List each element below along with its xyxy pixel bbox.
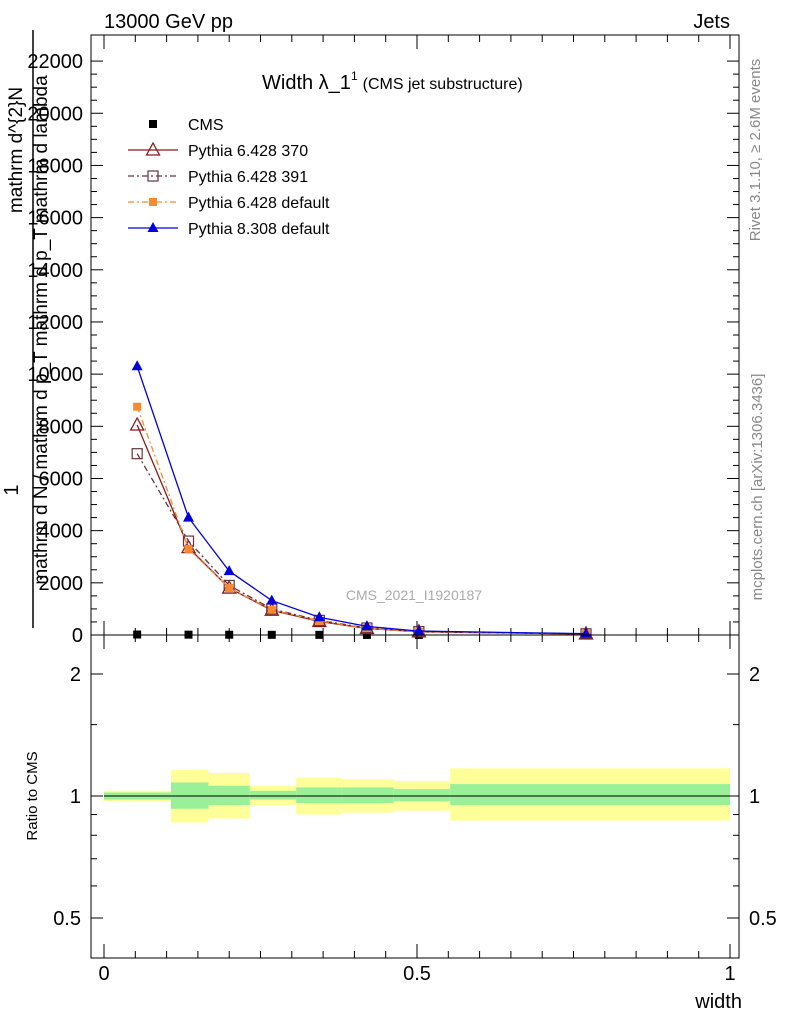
legend-item-p370: Pythia 6.428 370 — [128, 141, 308, 160]
ratio-band-stat — [341, 787, 394, 804]
legend-item-cms: CMS — [149, 117, 224, 134]
ratio-band-stat — [249, 790, 297, 800]
main-y-tick-label: 8000 — [39, 416, 84, 438]
main-panel: 0 2000 4000 6000 8000 10000 12000 14000 16000 180… — [27, 34, 740, 647]
y-axis-label: 1 mathrm d^{2}N mathrm d N / mathrm d p_… — [1, 30, 52, 628]
header-right: Jets — [693, 11, 730, 33]
ratio-band-stat — [208, 785, 250, 806]
series-line — [136, 453, 587, 635]
legend-label: Pythia 6.428 370 — [188, 143, 308, 160]
main-y-tick-label: 16000 — [27, 208, 83, 230]
legend-marker — [145, 141, 161, 156]
x-tick-label: 1 — [724, 963, 735, 985]
legend-marker — [147, 222, 159, 232]
data-point — [133, 402, 142, 411]
main-y-axis: 0 2000 4000 6000 8000 10000 12000 14000 16000 180… — [27, 51, 739, 647]
plot-title-sup: 1 — [351, 69, 358, 83]
main-y-tick-label: 0 — [72, 625, 83, 647]
mcplots-label: mcplots.cern.ch [arXiv:1306.3436] — [749, 374, 766, 601]
legend-label: CMS — [188, 117, 224, 134]
main-y-tick-label: 2000 — [39, 573, 84, 595]
x-tick-label: 0.5 — [403, 963, 431, 985]
plot-title: Width λ_11 (CMS jet substructure) — [262, 69, 523, 94]
series-p8def — [131, 360, 592, 638]
ratio-y-axis: 0.5 0.5 1 1 2 2 — [53, 664, 777, 930]
legend-label: Pythia 6.428 default — [188, 195, 330, 212]
data-point — [361, 620, 373, 631]
data-point — [131, 360, 143, 371]
legend-marker — [149, 198, 157, 206]
watermark: CMS_2021_I1920187 — [346, 587, 482, 603]
data-point — [183, 511, 195, 522]
y-label-numerator: mathrm d^{2}N — [6, 87, 27, 213]
y-label-denominator: mathrm d N / mathrm d p_T mathrm d p_T m… — [31, 75, 52, 585]
legend-item-p8def: Pythia 8.308 default — [128, 221, 330, 238]
series-line — [136, 366, 587, 635]
ratio-y-tick-label-right: 0.5 — [749, 908, 777, 930]
main-y-tick-label: 14000 — [27, 260, 83, 282]
legend-marker — [149, 120, 157, 128]
ratio-y-tick-label: 0.5 — [53, 908, 81, 930]
ratio-band-stat — [393, 789, 451, 802]
main-y-tick-label: 4000 — [39, 521, 84, 543]
main-y-tick-label: 10000 — [27, 364, 83, 386]
main-y-tick-label: 22000 — [27, 51, 83, 73]
series-p370 — [129, 416, 594, 640]
header-left: 13000 GeV pp — [104, 11, 233, 33]
ratio-y-tick-label: 2 — [70, 664, 81, 686]
series-p391 — [131, 448, 592, 640]
data-point — [266, 594, 278, 605]
plot-title-main: Width λ_1 — [262, 72, 351, 94]
main-y-tick-label: 20000 — [27, 103, 83, 125]
ratio-panel: 0.5 0.51 12 2 0 0.5 1 Ratio to CMS — [24, 634, 777, 985]
series-layer — [129, 360, 594, 640]
legend-marker — [147, 170, 159, 182]
data-point — [267, 605, 276, 614]
legend-label: Pythia 8.308 default — [188, 221, 330, 238]
x-tick-label: 0 — [98, 963, 109, 985]
main-y-tick-label: 12000 — [27, 312, 83, 334]
main-y-tick-label: 18000 — [27, 155, 83, 177]
data-point — [184, 544, 193, 553]
legend-item-p391: Pythia 6.428 391 — [128, 169, 308, 186]
main-x-axis — [103, 35, 731, 635]
legend: CMS Pythia 6.428 370 Pythia 6.428 391 Pythi… — [128, 117, 330, 238]
ratio-y-tick-label-right: 2 — [749, 664, 760, 686]
data-point — [225, 584, 234, 593]
data-point — [223, 565, 235, 576]
data-point — [413, 625, 425, 636]
legend-item-p6def: Pythia 6.428 default — [128, 195, 330, 212]
x-axis-label: width — [694, 991, 742, 1013]
ratio-bands — [104, 768, 730, 823]
ratio-x-axis: 0 0.5 1 — [98, 635, 736, 985]
ratio-y-tick-label-right: 1 — [749, 786, 760, 808]
data-point — [313, 611, 325, 622]
ratio-y-tick-label: 1 — [70, 786, 81, 808]
ratio-band-stat — [450, 784, 730, 806]
y-label-top: 1 — [1, 484, 23, 495]
rivet-label: Rivet 3.1.10, ≥ 2.6M events — [747, 59, 764, 242]
plot-title-sub: (CMS jet substructure) — [363, 76, 523, 93]
legend-label: Pythia 6.428 391 — [188, 169, 308, 186]
ratio-band-stat — [296, 787, 342, 804]
ratio-y-label: Ratio to CMS — [24, 751, 41, 840]
data-point — [131, 448, 143, 460]
main-y-tick-label: 6000 — [39, 468, 84, 490]
data-point — [129, 416, 145, 431]
series-line — [136, 406, 587, 635]
